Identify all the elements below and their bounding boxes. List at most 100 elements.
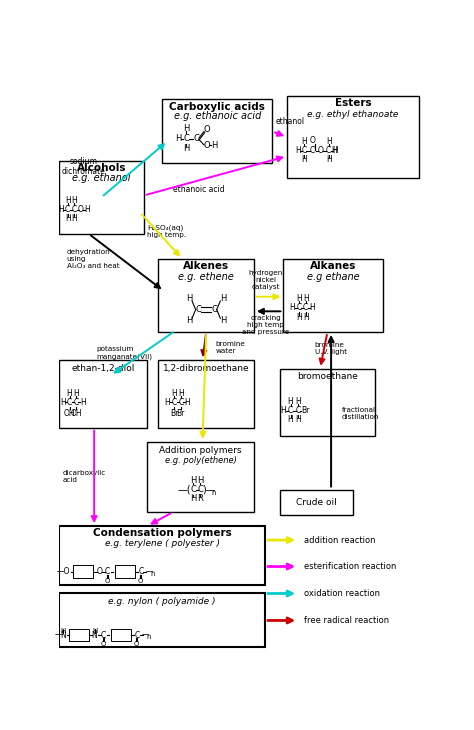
Text: Br: Br	[177, 409, 185, 418]
Text: H: H	[332, 146, 338, 155]
Text: H: H	[183, 145, 189, 153]
Text: e.g. poly(ethene): e.g. poly(ethene)	[165, 456, 237, 465]
FancyBboxPatch shape	[147, 442, 254, 512]
Text: O: O	[105, 577, 110, 583]
Text: H: H	[73, 389, 79, 398]
Text: H: H	[301, 137, 307, 147]
Text: C: C	[303, 304, 309, 312]
Text: H: H	[295, 146, 301, 155]
Text: OH: OH	[64, 409, 75, 418]
Text: C: C	[193, 134, 199, 143]
FancyBboxPatch shape	[111, 629, 131, 641]
Text: O: O	[134, 641, 139, 647]
Text: O: O	[203, 126, 210, 134]
Text: dicarboxylic
acid: dicarboxylic acid	[63, 470, 106, 483]
Text: H: H	[190, 494, 197, 503]
Text: esterification reaction: esterification reaction	[303, 562, 396, 571]
Text: Br: Br	[170, 409, 178, 418]
Text: Alkenes: Alkenes	[183, 261, 229, 272]
Text: C: C	[195, 305, 201, 314]
Text: Condensation polymers: Condensation polymers	[93, 528, 231, 538]
Text: H: H	[211, 141, 217, 150]
Text: H: H	[183, 124, 189, 133]
Text: )—: )—	[202, 485, 215, 494]
FancyBboxPatch shape	[280, 369, 375, 436]
Text: e.g. nylon ( polyamide ): e.g. nylon ( polyamide )	[109, 597, 216, 606]
Text: H: H	[295, 397, 301, 406]
FancyBboxPatch shape	[287, 96, 419, 177]
Text: C: C	[105, 567, 110, 576]
Text: C: C	[211, 305, 217, 314]
Text: Carboxylic acids: Carboxylic acids	[169, 101, 265, 112]
Text: O: O	[310, 137, 315, 145]
Text: O: O	[318, 146, 323, 155]
Text: n: n	[211, 490, 215, 496]
Text: N: N	[60, 631, 66, 639]
FancyBboxPatch shape	[73, 565, 93, 577]
FancyBboxPatch shape	[162, 99, 272, 164]
Text: H: H	[296, 312, 302, 321]
Text: H: H	[220, 316, 227, 326]
Text: —O: —O	[56, 567, 70, 576]
Text: H: H	[220, 294, 227, 303]
Text: hydrogen
nickel
catalyst: hydrogen nickel catalyst	[248, 270, 283, 290]
Text: N: N	[91, 631, 97, 639]
Text: H: H	[326, 155, 331, 164]
FancyBboxPatch shape	[158, 259, 254, 332]
Text: H: H	[60, 628, 65, 634]
Text: sodium
dichromate: sodium dichromate	[61, 157, 105, 176]
Text: C: C	[183, 134, 189, 143]
Text: C: C	[301, 146, 307, 155]
Text: H: H	[290, 304, 295, 312]
Text: O: O	[96, 567, 102, 576]
Text: H: H	[65, 196, 71, 205]
Text: H: H	[175, 134, 182, 143]
Text: ethan-1,2-diol: ethan-1,2-diol	[72, 364, 135, 373]
Text: Crude oil: Crude oil	[296, 498, 337, 507]
Text: H: H	[178, 389, 184, 398]
Text: C: C	[295, 407, 301, 415]
Text: bromine
U.V. light: bromine U.V. light	[315, 342, 346, 356]
Text: C: C	[134, 631, 139, 639]
FancyBboxPatch shape	[115, 565, 135, 577]
Text: n: n	[146, 634, 151, 640]
Text: dehydration
using
Al₂O₃ and heat: dehydration using Al₂O₃ and heat	[66, 249, 119, 269]
Text: fractional
distillation: fractional distillation	[342, 407, 380, 420]
Text: H: H	[165, 398, 171, 407]
Text: oxidation reaction: oxidation reaction	[303, 589, 380, 598]
Text: H: H	[331, 146, 337, 155]
Text: Br: Br	[301, 407, 310, 415]
Text: ethanoic acid: ethanoic acid	[173, 185, 225, 194]
Text: H: H	[303, 294, 309, 304]
FancyBboxPatch shape	[59, 360, 147, 428]
Text: bromoethane: bromoethane	[297, 372, 358, 381]
Text: bromine
water: bromine water	[215, 341, 245, 354]
Text: H: H	[60, 398, 66, 407]
Text: H: H	[288, 397, 293, 406]
Text: e.g. terylene ( polyester ): e.g. terylene ( polyester )	[105, 539, 219, 548]
Text: H: H	[92, 628, 97, 634]
Text: H: H	[326, 137, 331, 147]
Text: H: H	[303, 312, 309, 321]
FancyBboxPatch shape	[69, 629, 89, 641]
Text: C: C	[73, 398, 79, 407]
Text: addition reaction: addition reaction	[303, 536, 375, 545]
Text: H: H	[172, 389, 177, 398]
Text: —: —	[55, 631, 64, 639]
Text: C: C	[172, 398, 177, 407]
Text: O: O	[101, 641, 106, 647]
Text: O: O	[78, 205, 84, 214]
Text: H: H	[58, 205, 64, 214]
FancyBboxPatch shape	[59, 526, 265, 585]
FancyBboxPatch shape	[59, 161, 144, 234]
Text: H: H	[85, 205, 91, 214]
Text: C: C	[138, 567, 144, 576]
Text: OH: OH	[70, 409, 82, 418]
Text: potassium
manganate(VII): potassium manganate(VII)	[96, 346, 152, 360]
Text: H: H	[301, 155, 307, 164]
Text: H: H	[296, 294, 302, 304]
Text: C: C	[67, 398, 72, 407]
Text: Alkanes: Alkanes	[310, 261, 356, 272]
FancyBboxPatch shape	[158, 360, 254, 428]
Text: —(: —(	[177, 485, 191, 494]
